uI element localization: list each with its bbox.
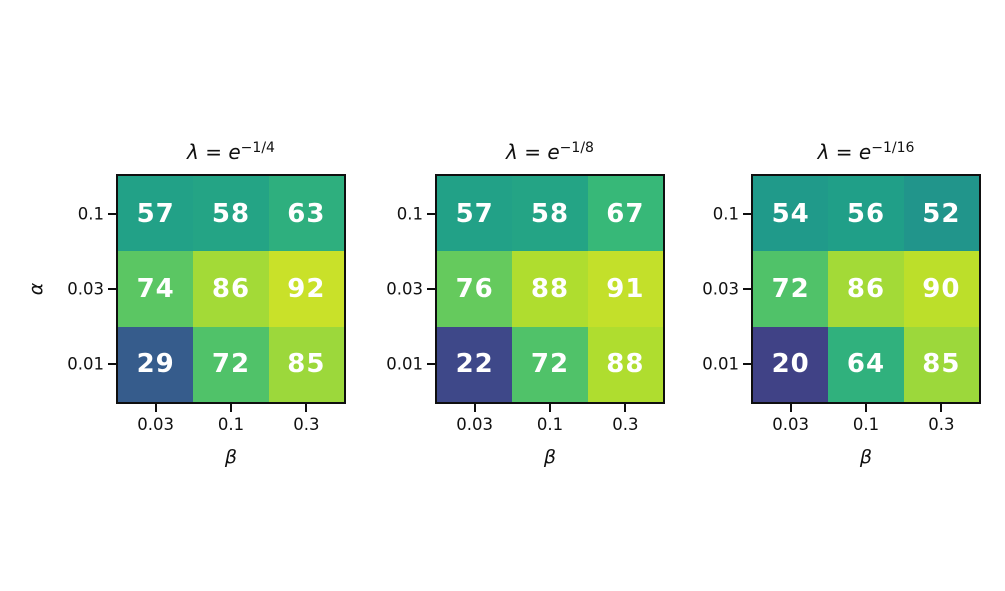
heatmap-cell: 57 xyxy=(118,176,194,252)
heatmap-subplot-3: λ = e−1/16 54 56 52 72 86 90 20 64 85 0.… xyxy=(702,140,981,468)
subplot-2-title: λ = e−1/8 xyxy=(506,140,594,164)
heatmap-cell: 76 xyxy=(437,251,513,327)
x-axis-label: β xyxy=(543,446,557,468)
heatmap-cell: 85 xyxy=(268,326,344,402)
y-tick-label: 0.01 xyxy=(702,354,739,374)
y-tick-mark xyxy=(108,212,116,215)
x-tick-label: 0.03 xyxy=(137,415,175,434)
heatmap-cell: 92 xyxy=(268,251,344,327)
title-base: λ = e xyxy=(187,140,241,164)
y-tick-mark xyxy=(743,212,751,215)
x-tick-mark xyxy=(230,404,232,412)
x-tick-mark xyxy=(549,404,551,412)
heatmap-cell: 91 xyxy=(587,251,663,327)
y-tick-mark xyxy=(108,288,116,290)
heatmap-cell: 58 xyxy=(193,176,269,252)
heatmap-cell: 86 xyxy=(193,251,269,327)
x-tick-mark xyxy=(789,404,792,412)
y-tick-label: 0.01 xyxy=(67,354,104,374)
x-tick-mark xyxy=(473,404,476,412)
x-tick-label: 0.03 xyxy=(772,415,810,434)
x-tick-mark xyxy=(305,404,308,412)
x-tick-mark xyxy=(624,404,627,412)
heatmap-subplot-1: λ = e−1/4 α 57 58 63 74 86 92 29 72 85 0… xyxy=(25,140,346,468)
heatmap-grid: 54 56 52 72 86 90 20 64 85 xyxy=(753,176,979,402)
heatmap-cell: 90 xyxy=(903,251,979,327)
y-tick-label: 0.01 xyxy=(386,354,423,374)
y-tick-label: 0.03 xyxy=(386,279,423,299)
title-base: λ = e xyxy=(817,140,872,164)
heatmap-cell: 72 xyxy=(512,326,588,402)
y-tick-label: 0.03 xyxy=(67,279,104,299)
heatmap-grid: 57 58 67 76 88 91 22 72 88 xyxy=(437,176,663,402)
heatmap-cell: 88 xyxy=(512,251,588,327)
x-tick-mark xyxy=(940,404,943,412)
title-exponent: −1/4 xyxy=(240,140,275,156)
y-tick-mark xyxy=(108,363,116,366)
x-tick-label: 0.3 xyxy=(293,415,320,434)
heatmap-cell: 67 xyxy=(587,176,663,252)
heatmap-cell: 57 xyxy=(437,176,513,252)
title-exponent: −1/16 xyxy=(871,140,915,156)
heatmap-cell: 58 xyxy=(512,176,588,252)
x-tick-label: 0.1 xyxy=(852,415,880,434)
y-tick-mark xyxy=(427,288,435,290)
heatmap-cell: 64 xyxy=(828,326,904,402)
y-axis-label: α xyxy=(25,282,47,296)
heatmap-cell: 52 xyxy=(903,176,979,252)
heatmap-grid: 57 58 63 74 86 92 29 72 85 xyxy=(118,176,344,402)
y-tick-mark xyxy=(427,212,435,215)
heatmap-cell: 72 xyxy=(193,326,269,402)
x-axis-label: β xyxy=(859,446,873,468)
x-tick-label: 0.03 xyxy=(456,415,494,434)
heatmap-subplot-2: λ = e−1/8 57 58 67 76 88 91 22 72 88 0.1… xyxy=(386,140,665,468)
x-axis-label: β xyxy=(224,446,238,468)
heatmap-cell: 20 xyxy=(753,326,829,402)
subplot-3-title: λ = e−1/16 xyxy=(818,140,915,164)
x-tick-label: 0.3 xyxy=(612,415,639,434)
x-tick-label: 0.3 xyxy=(928,415,955,434)
x-tick-label: 0.1 xyxy=(536,415,564,434)
y-tick-label: 0.1 xyxy=(712,204,739,224)
heatmap-cell: 86 xyxy=(828,251,904,327)
heatmap-cell: 72 xyxy=(753,251,829,327)
heatmap-cell: 22 xyxy=(437,326,513,402)
x-tick-mark xyxy=(865,404,867,412)
heatmap-cell: 54 xyxy=(753,176,829,252)
heatmap-cell: 74 xyxy=(118,251,194,327)
y-tick-mark xyxy=(427,363,435,366)
subplot-1-title: λ = e−1/4 xyxy=(187,140,275,164)
heatmap-cell: 29 xyxy=(118,326,194,402)
x-tick-mark xyxy=(154,404,157,412)
y-tick-mark xyxy=(743,363,751,366)
title-exponent: −1/8 xyxy=(559,140,594,156)
y-tick-label: 0.03 xyxy=(702,279,739,299)
title-base: λ = e xyxy=(506,140,560,164)
x-tick-label: 0.1 xyxy=(217,415,245,434)
y-tick-label: 0.1 xyxy=(396,204,423,224)
y-tick-label: 0.1 xyxy=(77,204,104,224)
heatmap-cell: 63 xyxy=(268,176,344,252)
heatmap-cell: 56 xyxy=(828,176,904,252)
heatmap-cell: 85 xyxy=(903,326,979,402)
heatmap-cell: 88 xyxy=(587,326,663,402)
y-tick-mark xyxy=(743,288,751,290)
